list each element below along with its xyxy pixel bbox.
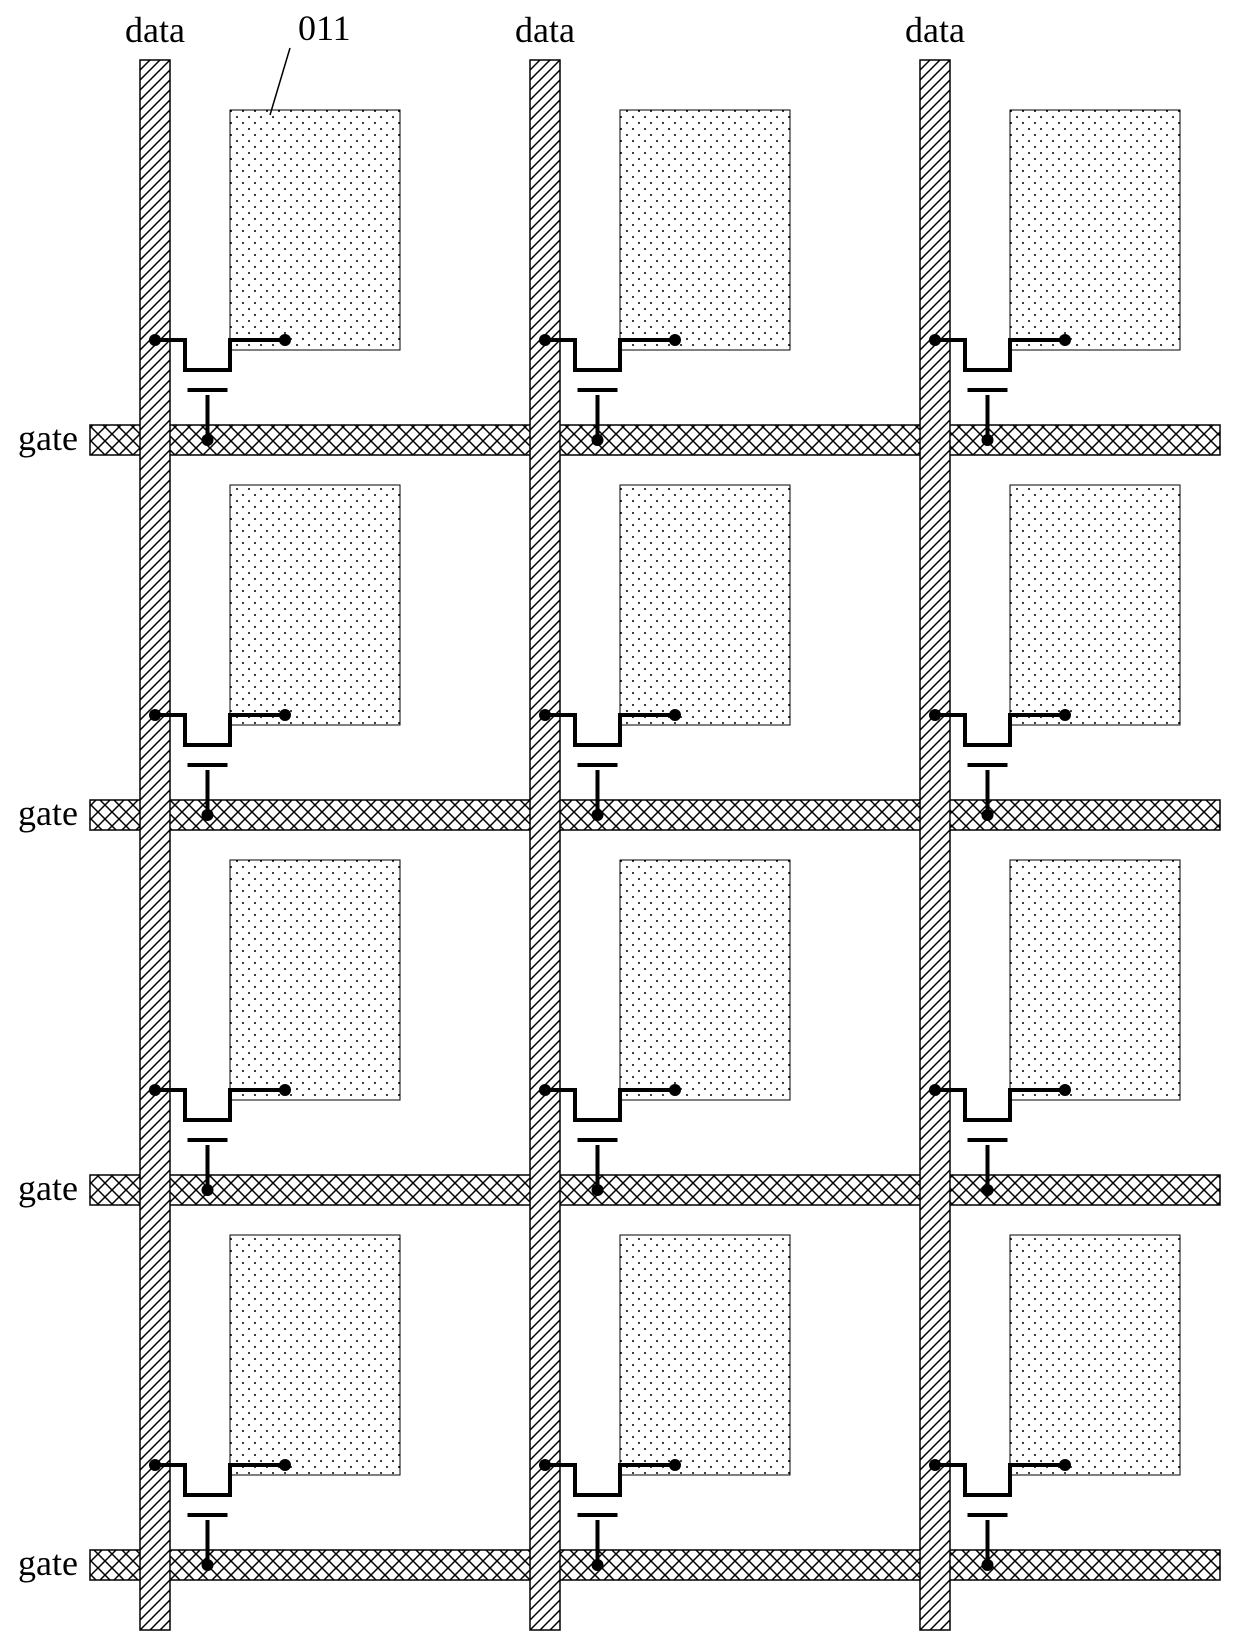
pixel-electrode [230, 1235, 400, 1475]
data-line [920, 60, 950, 1630]
pixel-electrode [620, 860, 790, 1100]
contact-dot [539, 709, 551, 721]
gate-label: gate [18, 1543, 78, 1583]
data-label: data [905, 10, 965, 50]
gate-label: gate [18, 793, 78, 833]
contact-dot [279, 1084, 291, 1096]
gate-line [90, 1175, 1220, 1205]
contact-dot [592, 1559, 604, 1571]
contact-dot [149, 334, 161, 346]
contact-dot [202, 1559, 214, 1571]
contact-dot [592, 434, 604, 446]
contact-dot [929, 709, 941, 721]
contact-dot [592, 809, 604, 821]
pixel-electrode [1010, 1235, 1180, 1475]
pixel-electrode [230, 110, 400, 350]
contact-dot [149, 709, 161, 721]
pixel-electrode [230, 485, 400, 725]
contact-dot [929, 334, 941, 346]
contact-dot [592, 1184, 604, 1196]
pixel-electrode [620, 485, 790, 725]
contact-dot [1059, 1084, 1071, 1096]
data-line [140, 60, 170, 1630]
pixel-electrode [1010, 485, 1180, 725]
ref-label: 011 [298, 8, 351, 48]
contact-dot [202, 809, 214, 821]
pixel-electrode [230, 860, 400, 1100]
contact-dot [1059, 709, 1071, 721]
contact-dot [669, 1459, 681, 1471]
contact-dot [279, 1459, 291, 1471]
gate-line [90, 800, 1220, 830]
contact-dot [149, 1084, 161, 1096]
contact-dot [539, 1459, 551, 1471]
contact-dot [669, 334, 681, 346]
contact-dot [149, 1459, 161, 1471]
data-label: data [125, 10, 185, 50]
contact-dot [982, 434, 994, 446]
data-line [530, 60, 560, 1630]
gate-line [90, 1550, 1220, 1580]
ref-leader [270, 48, 290, 115]
gate-label: gate [18, 418, 78, 458]
contact-dot [279, 334, 291, 346]
data-label: data [515, 10, 575, 50]
gate-line [90, 425, 1220, 455]
contact-dot [539, 1084, 551, 1096]
contact-dot [1059, 1459, 1071, 1471]
contact-dot [202, 434, 214, 446]
contact-dot [929, 1459, 941, 1471]
contact-dot [539, 334, 551, 346]
pixel-electrode [620, 1235, 790, 1475]
contact-dot [929, 1084, 941, 1096]
contact-dot [669, 1084, 681, 1096]
contact-dot [202, 1184, 214, 1196]
pixel-electrode [1010, 860, 1180, 1100]
contact-dot [669, 709, 681, 721]
contact-dot [982, 1559, 994, 1571]
contact-dot [1059, 334, 1071, 346]
contact-dot [982, 809, 994, 821]
pixel-electrode [620, 110, 790, 350]
contact-dot [982, 1184, 994, 1196]
contact-dot [279, 709, 291, 721]
gate-label: gate [18, 1168, 78, 1208]
pixel-electrode [1010, 110, 1180, 350]
